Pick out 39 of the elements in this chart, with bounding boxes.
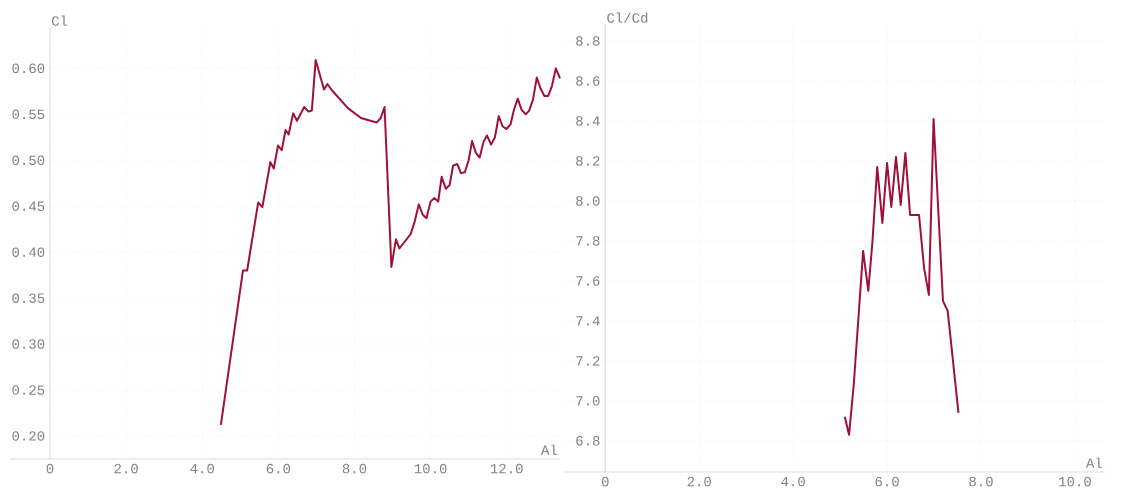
y-axis-title: Cl — [51, 15, 68, 26]
line-series — [219, 59, 562, 426]
y-tick-label: 0.20 — [12, 431, 45, 441]
x-tick-label: 10.0 — [414, 463, 447, 474]
y-tick-label: 8.6 — [576, 76, 600, 86]
y-tick-label: 0.55 — [12, 109, 45, 120]
y-tick-label: 0.40 — [12, 247, 45, 257]
x-tick-label: 4.0 — [781, 476, 805, 487]
x-tick-label: 6.0 — [266, 463, 291, 474]
y-tick-label: 7.4 — [576, 316, 600, 326]
x-tick-label: 4.0 — [190, 463, 214, 474]
y-tick-label: 0.60 — [12, 63, 45, 74]
x-tick-label: 2.0 — [687, 476, 711, 487]
x-tick-label: 0 — [601, 476, 609, 487]
x-tick-label: 2.0 — [114, 463, 138, 474]
x-axis-title: Al — [541, 444, 558, 455]
y-tick-label: 8.4 — [576, 116, 600, 126]
x-tick-label: 10.0 — [1059, 476, 1091, 487]
y-tick-label: 7.6 — [576, 276, 600, 286]
y-tick-label: 0.25 — [12, 385, 45, 395]
x-tick-label: 12.0 — [490, 463, 523, 474]
y-tick-label: 8.8 — [576, 36, 600, 46]
y-tick-label: 0.30 — [12, 339, 45, 349]
line-series — [843, 117, 960, 436]
y-tick-label: 0.45 — [12, 201, 45, 211]
x-tick-label: 0 — [46, 463, 54, 474]
y-tick-label: 0.50 — [12, 155, 45, 166]
x-axis-title: Al — [1086, 457, 1103, 468]
y-axis-title: Cl/Cd — [607, 12, 648, 23]
y-tick-label: 0.35 — [12, 293, 45, 303]
x-tick-label: 8.0 — [969, 476, 993, 487]
y-tick-label: 6.8 — [576, 436, 600, 446]
y-tick-label: 8.2 — [576, 156, 600, 166]
y-tick-label: 7.2 — [576, 356, 600, 366]
y-tick-label: 8.0 — [576, 196, 600, 206]
x-tick-label: 8.0 — [342, 463, 367, 474]
x-tick-label: 6.0 — [875, 476, 899, 487]
y-tick-label: 7.8 — [576, 236, 600, 246]
y-tick-label: 7.0 — [576, 396, 600, 406]
